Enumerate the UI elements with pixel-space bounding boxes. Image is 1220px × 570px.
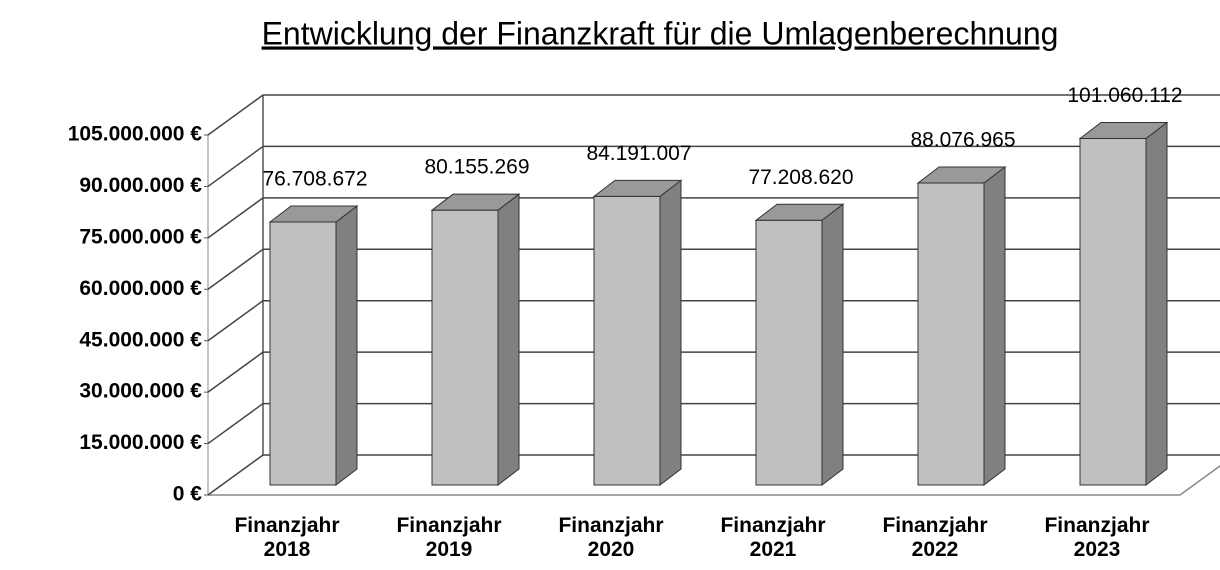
bar-side: [983, 166, 1006, 487]
floor-right: [1179, 464, 1220, 496]
grid-line-side: [207, 197, 264, 239]
value-label: 101.060.112: [1067, 84, 1182, 107]
x-tick-label: Finanzjahr 2019: [396, 514, 502, 561]
bar-side: [659, 179, 682, 487]
bar-side: [497, 193, 520, 487]
y-tick-label: 30.000.000 €: [79, 380, 202, 403]
bar: [755, 219, 823, 486]
bar-top: [754, 203, 845, 221]
y-tick-label: 90.000.000 €: [79, 174, 202, 197]
bar: [917, 182, 985, 486]
x-tick-label: Finanzjahr 2018: [234, 514, 340, 561]
grid-line-side: [207, 248, 264, 290]
value-label: 88.076.965: [910, 129, 1015, 152]
bar-side: [335, 204, 358, 487]
x-tick-label: Finanzjahr 2020: [558, 514, 664, 561]
y-tick-label: 15.000.000 €: [79, 431, 202, 454]
y-tick-label: 60.000.000 €: [79, 277, 202, 300]
chart-title: Entwicklung der Finanzkraft für die Umla…: [262, 15, 1059, 51]
bar-top: [430, 193, 521, 211]
bar-top: [1078, 122, 1169, 140]
x-tick-label: Finanzjahr 2021: [720, 514, 826, 561]
bar: [269, 221, 337, 486]
bar-top: [592, 179, 683, 197]
bar-side: [1145, 121, 1168, 487]
grid-line-side: [207, 402, 264, 445]
x-tick-label: Finanzjahr 2022: [882, 514, 988, 561]
bar: [1079, 138, 1147, 486]
grid-line-side: [207, 351, 264, 393]
grid-line-side: [207, 300, 264, 342]
bar: [431, 209, 499, 486]
x-tick-label: Finanzjahr 2023: [1044, 514, 1150, 561]
bar-side: [821, 203, 844, 487]
y-tick-label: 105.000.000 €: [68, 123, 203, 146]
value-label: 76.708.672: [262, 168, 367, 191]
grid-line-side: [207, 454, 264, 496]
bar: [593, 195, 661, 486]
y-tick-label: 45.000.000 €: [79, 328, 202, 351]
y-tick-label: 75.000.000 €: [79, 225, 202, 248]
grid-line-side: [207, 145, 264, 188]
grid-line-side: [207, 94, 264, 136]
bar-top: [268, 205, 359, 223]
value-label: 77.208.620: [748, 166, 853, 189]
value-label: 80.155.269: [424, 156, 529, 179]
value-label: 84.191.007: [586, 142, 691, 165]
y-tick-label: 0 €: [173, 483, 203, 506]
bar-top: [916, 166, 1007, 184]
